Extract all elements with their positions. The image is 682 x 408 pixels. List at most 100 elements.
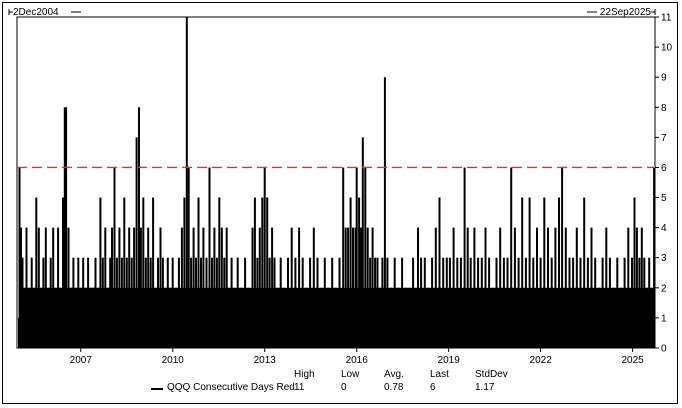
bar-fill [613,287,618,348]
bar-fill [339,287,344,348]
bar-fill [201,287,204,348]
bar-fill [241,287,246,348]
bar-series [18,17,656,348]
bar-fill [428,287,433,348]
bar-fill [511,287,515,348]
bar-fill [580,287,585,348]
bar-fill [33,287,37,348]
bar-fill [145,287,149,348]
bar-fill [584,287,588,348]
x-tick-label: 2025 [621,355,644,366]
bar-fill [439,287,444,348]
bar [653,167,656,348]
bar-fill [609,287,614,348]
bar-fill [387,287,392,348]
y-tick-label: 10 [661,43,673,54]
bar-fill [245,287,249,348]
bar [510,167,513,348]
bar-fill [48,287,51,348]
bar-fill [259,287,263,348]
bar-fill [88,287,91,348]
y-tick-label: 0 [661,344,667,355]
bar-fill [598,287,603,348]
bar-fill [107,287,111,348]
bar-fill [24,287,27,348]
bar [358,197,361,348]
bar-fill [321,287,325,348]
bar-fill [602,287,607,348]
x-tick-label: 2007 [70,355,93,366]
y-tick-label: 1 [661,313,667,324]
bar-fill [31,287,34,348]
legend-header-stddev: StdDev [475,369,508,380]
start-date-label: 2Dec2004 [13,7,59,18]
bar-fill [628,287,632,348]
bar-fill [58,287,61,348]
bar-fill [573,287,577,348]
bar-fill [66,287,69,348]
bar [142,197,145,348]
bar [185,17,188,348]
bar-fill [460,287,465,348]
bar-fill [362,287,366,348]
y-tick-label: 11 [661,13,672,24]
bar-fill [313,287,318,348]
bar-fill [95,287,98,348]
bar-fill [507,287,512,348]
legend-value-stddev: 1.17 [475,382,495,393]
bar-fill [175,287,179,348]
bar-fill [606,287,610,348]
bar-fill [345,287,349,348]
bar-fill [231,287,235,348]
x-tick-label: 2022 [530,355,553,366]
bar [558,197,560,348]
bar-fill [55,287,59,348]
bar-fill [134,287,137,348]
end-date-label: 22Sep2025 [600,7,652,18]
bar-fill [53,287,56,348]
bar-fill [356,287,360,348]
bar-fill [474,287,479,348]
bar-fill [377,287,380,348]
bar [528,197,531,348]
bar-fill [367,287,371,348]
bar-fill [443,287,447,348]
bar-fill [496,287,501,348]
bar-fill [350,287,354,348]
bar-fill [453,287,458,348]
bar-fill [112,287,115,348]
bar-fill [324,287,329,348]
bar-fill [170,287,173,348]
bar-fill [229,287,232,348]
bar-fill [540,287,545,348]
bar-fill [38,287,42,348]
bar-fill [343,287,346,348]
bar-fill [206,287,210,348]
x-axis: 2007 2010 2013 2016 2019 2022 2025 [70,348,644,366]
bar-fill [119,287,122,348]
bar-fill [555,287,560,348]
bar-fill [165,287,168,348]
legend-value-avg: 0.78 [384,382,404,393]
bar [35,197,38,348]
bar-fill [348,287,351,348]
bar-fill [291,287,296,348]
bar-fill [45,287,49,348]
legend-series-name: QQQ Consecutive Days Red [167,382,295,393]
bar-fill [413,287,418,348]
bar-fill [353,287,356,348]
bar-fill [421,287,425,348]
bar-fill [267,287,270,348]
bar-fill [248,287,253,348]
bar-fill [78,287,81,348]
bar-fill [464,287,468,348]
y-tick-label: 7 [661,133,667,144]
bar-fill [537,287,541,348]
bar [208,167,211,348]
bar-fill [644,287,647,348]
bar-fill [254,287,258,348]
bar-fill [370,287,373,348]
x-tick-label: 2019 [438,355,461,366]
bar-fill [500,287,504,348]
